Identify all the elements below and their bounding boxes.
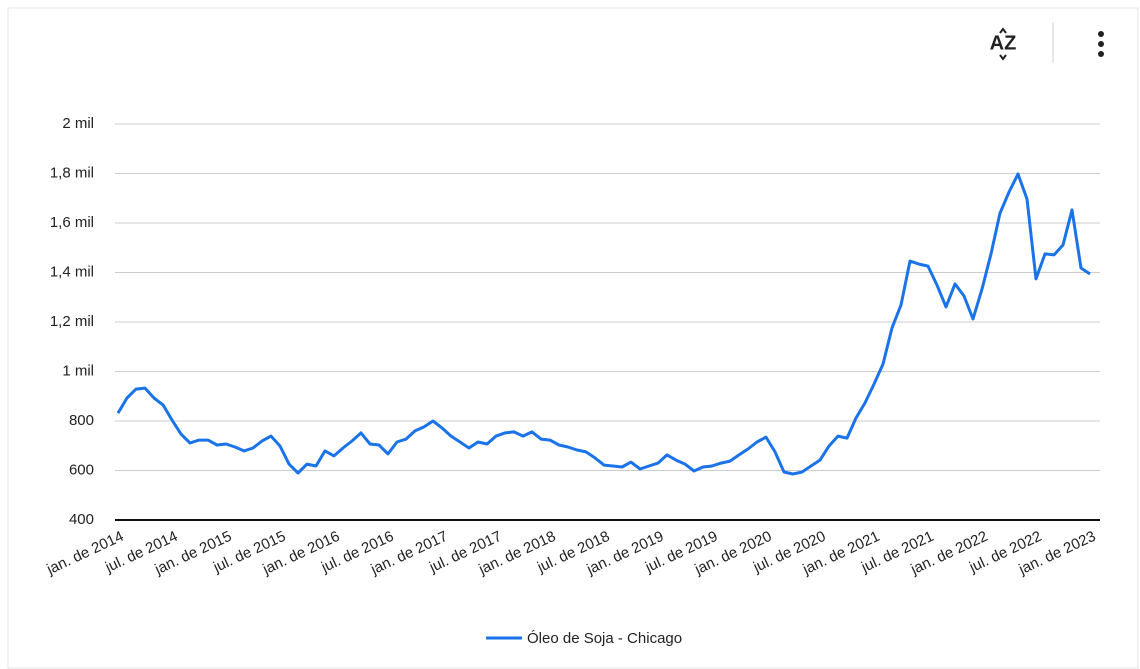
y-tick-label: 1 mil: [62, 362, 94, 379]
y-tick-label: 2 mil: [62, 115, 94, 132]
sort-arrows: [999, 27, 1007, 61]
y-tick-label: 1,4 mil: [50, 263, 94, 280]
dot: [1098, 31, 1104, 37]
y-tick-label: 1,2 mil: [50, 313, 94, 330]
more-menu[interactable]: [1098, 31, 1104, 57]
data-line: [116, 172, 1091, 476]
y-tick-label: 400: [69, 511, 94, 528]
sort-az[interactable]: AZ: [990, 32, 1017, 54]
dot: [1098, 41, 1104, 47]
legend-label: Óleo de Soja - Chicago: [527, 630, 682, 647]
y-tick-label: 1,8 mil: [50, 164, 94, 181]
y-tick-label: 1,6 mil: [50, 214, 94, 231]
y-tick-label: 600: [69, 461, 94, 478]
y-tick-label: 800: [69, 412, 94, 429]
card: [7, 7, 1139, 669]
dot: [1098, 51, 1104, 57]
sort-icon[interactable]: AZ: [990, 27, 1017, 61]
